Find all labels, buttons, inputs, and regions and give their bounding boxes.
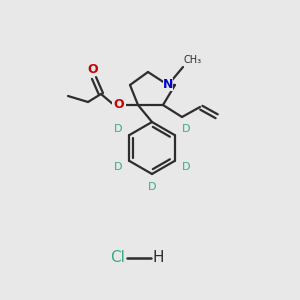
Text: D: D (114, 163, 122, 172)
Text: D: D (182, 163, 190, 172)
Text: D: D (182, 124, 190, 134)
Text: N: N (163, 77, 173, 91)
Text: O: O (114, 98, 124, 112)
Text: D: D (114, 124, 122, 134)
Text: O: O (88, 63, 98, 76)
Text: Cl: Cl (111, 250, 125, 266)
Text: CH₃: CH₃ (184, 55, 202, 65)
Text: H: H (152, 250, 164, 266)
Text: D: D (148, 182, 156, 192)
